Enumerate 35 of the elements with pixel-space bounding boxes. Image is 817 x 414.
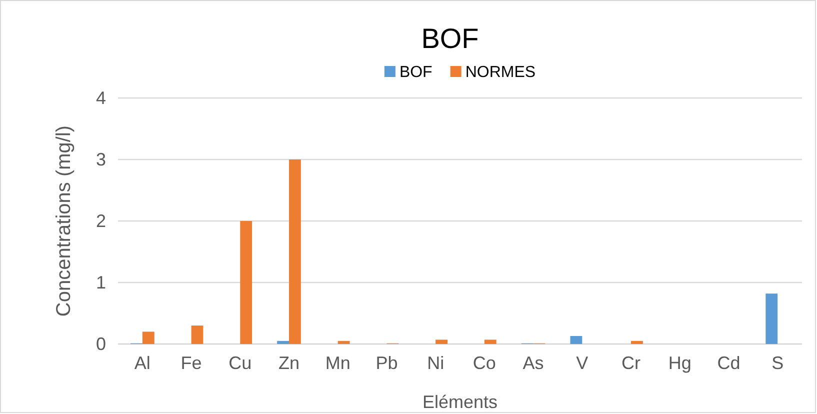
y-tick-label: 2 [96, 210, 106, 231]
legend-label: NORMES [465, 64, 536, 81]
bar [436, 340, 448, 344]
bar [338, 340, 350, 344]
bar [766, 294, 778, 344]
x-tick-label: Cd [717, 352, 740, 373]
x-tick-label: Pb [376, 352, 398, 373]
x-tick-label: Cu [228, 352, 252, 373]
x-tick-label: Cr [622, 352, 640, 373]
x-tick-label: Al [134, 352, 150, 373]
bar [289, 160, 301, 344]
y-tick-label: 4 [96, 88, 106, 108]
bar [277, 340, 289, 344]
x-tick-label: Zn [278, 352, 300, 373]
x-tick-label: Ni [427, 352, 444, 373]
bar [570, 336, 582, 344]
bar [631, 340, 643, 344]
x-tick-label: Mn [325, 352, 350, 373]
y-tick-label: 0 [96, 334, 106, 354]
x-tick-label: V [576, 352, 588, 373]
y-axis-title: Concentrations (mg/l) [53, 125, 75, 317]
bar [142, 332, 154, 344]
y-tick-label: 3 [96, 149, 106, 170]
x-axis-title: Eléments [422, 392, 498, 412]
x-tick-label: Co [472, 352, 496, 373]
bar [484, 340, 496, 344]
x-tick-label: As [522, 352, 544, 373]
bar [240, 221, 252, 344]
x-tick-label: Hg [668, 352, 692, 373]
legend-label: BOF [399, 64, 433, 81]
chart-title: BOF [421, 23, 479, 54]
x-tick-label: Fe [180, 352, 202, 373]
bar [191, 326, 204, 344]
y-tick-label: 1 [96, 272, 106, 292]
x-tick-label: S [772, 352, 784, 373]
